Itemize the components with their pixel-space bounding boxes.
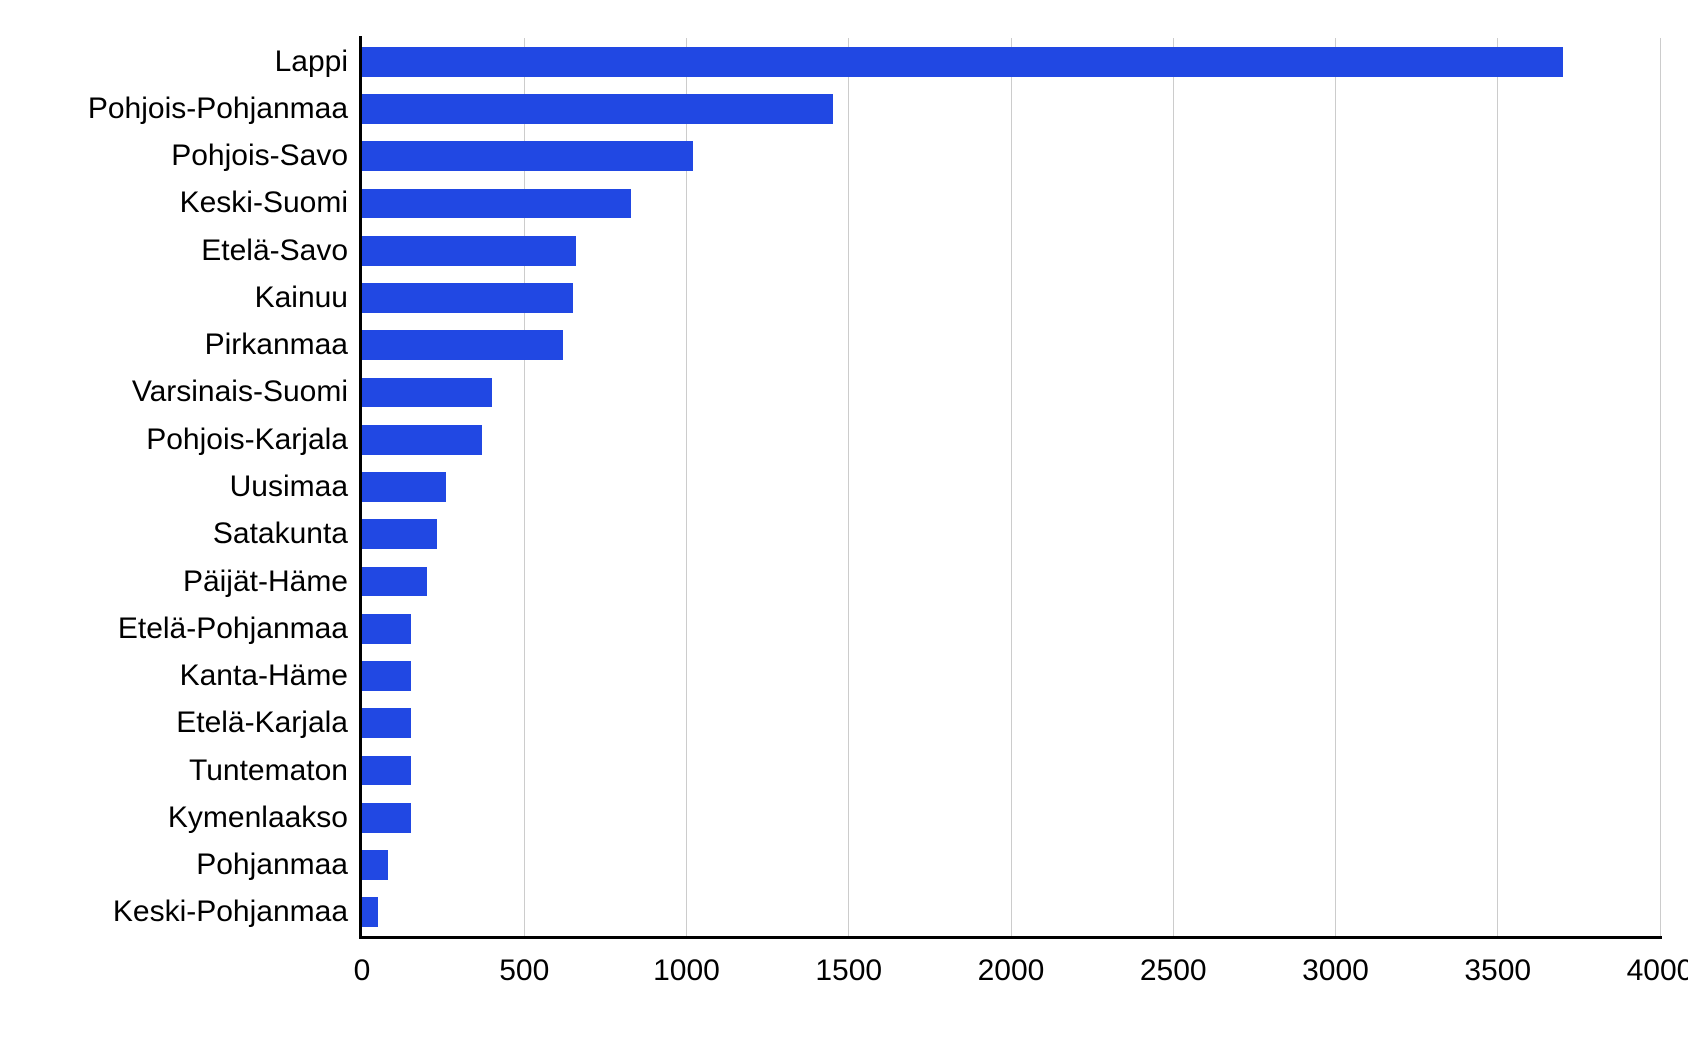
y-axis-label: Etelä-Savo [201,234,348,268]
y-axis-label: Lappi [275,45,348,79]
y-axis-line [359,36,362,939]
x-axis-label: 1000 [653,954,720,988]
y-axis-label: Kanta-Häme [180,659,348,693]
x-axis-label: 4000 [1627,954,1688,988]
y-axis-label: Varsinais-Suomi [132,375,348,409]
y-axis-label: Keski-Pohjanmaa [113,895,348,929]
bar [362,330,563,360]
x-axis-label: 3500 [1464,954,1531,988]
bar [362,425,482,455]
bar [362,567,427,597]
bar [362,708,411,738]
y-axis-label: Pohjois-Savo [171,139,348,173]
bar [362,378,492,408]
gridline [524,38,525,936]
y-axis-label: Etelä-Pohjanmaa [118,612,348,646]
y-axis-label: Pohjois-Karjala [146,423,348,457]
bar [362,94,833,124]
x-axis-label: 3000 [1302,954,1369,988]
bar [362,661,411,691]
bar [362,236,576,266]
x-axis-label: 2000 [978,954,1045,988]
y-axis-label: Keski-Suomi [180,186,348,220]
y-axis-label: Pohjanmaa [196,848,348,882]
y-axis-label: Pohjois-Pohjanmaa [88,92,348,126]
bar [362,850,388,880]
gridline [1011,38,1012,936]
gridline [1497,38,1498,936]
y-axis-label: Uusimaa [230,470,348,504]
gridline [848,38,849,936]
gridline [1335,38,1336,936]
bar [362,283,573,313]
chart-container: Lappi Pohjois-Pohjanmaa Pohjois-Savo Keski-… [0,0,1688,1040]
x-axis-label: 500 [499,954,549,988]
bar [362,141,693,171]
bar [362,472,446,502]
y-axis-label: Pirkanmaa [205,328,348,362]
bar [362,47,1563,77]
bar [362,519,437,549]
x-axis-label: 1500 [815,954,882,988]
x-axis-label: 0 [354,954,371,988]
y-axis-label: Päijät-Häme [183,565,348,599]
gridline [686,38,687,936]
bar [362,614,411,644]
x-axis-line [359,936,1662,939]
y-axis-label: Kainuu [255,281,348,315]
gridline [1660,38,1661,936]
bar [362,756,411,786]
bar [362,897,378,927]
y-axis-label: Tuntematon [189,754,348,788]
y-axis-label: Satakunta [213,517,348,551]
gridline [1173,38,1174,936]
y-axis-label: Kymenlaakso [168,801,348,835]
x-axis-label: 2500 [1140,954,1207,988]
bar [362,803,411,833]
y-axis-label: Etelä-Karjala [176,706,348,740]
bar [362,189,631,219]
